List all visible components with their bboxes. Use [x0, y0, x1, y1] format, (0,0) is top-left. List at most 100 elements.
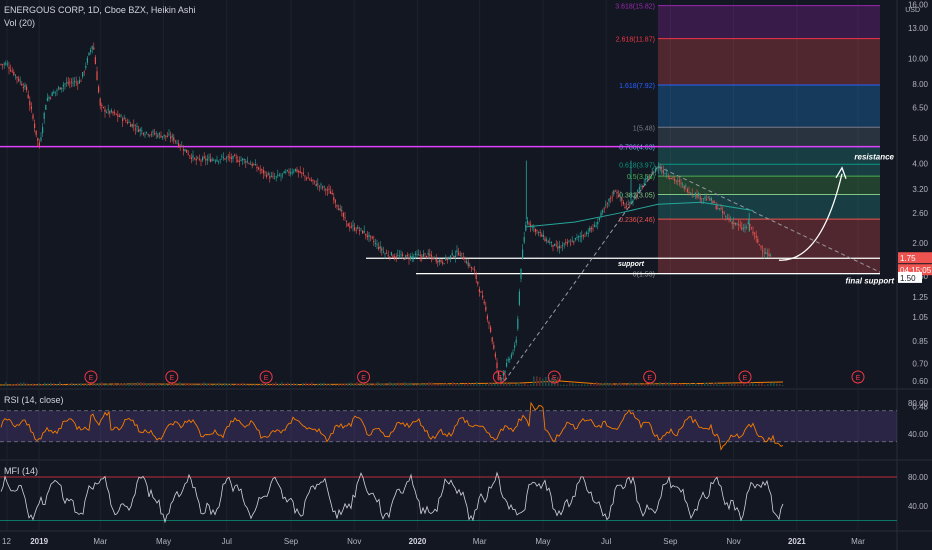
- volume-bar: [398, 382, 400, 386]
- volume-bar: [149, 383, 151, 386]
- candle-body: [448, 257, 450, 259]
- candle-body: [630, 202, 632, 203]
- volume-bar: [707, 382, 709, 386]
- volume-bar: [671, 383, 673, 386]
- volume-bar: [596, 382, 598, 386]
- volume-bar: [113, 382, 115, 386]
- candle-body: [46, 98, 48, 101]
- volume-bar: [764, 384, 766, 386]
- candle-body: [261, 169, 263, 170]
- candle-body: [322, 186, 324, 188]
- currency-label: USD: [905, 7, 920, 14]
- candle-body: [104, 109, 106, 113]
- earnings-marker-label: E: [361, 375, 366, 382]
- volume-bar: [566, 384, 568, 386]
- volume-bar: [344, 383, 346, 386]
- volume-bar: [710, 384, 712, 386]
- candle-body: [38, 142, 40, 146]
- volume-bar: [779, 383, 781, 386]
- volume-bar: [191, 384, 193, 386]
- candle-body: [669, 178, 671, 180]
- candle-body: [382, 251, 384, 253]
- candle-body: [298, 171, 300, 173]
- volume-bar: [335, 384, 337, 386]
- candle-body: [98, 86, 100, 93]
- candle-body: [515, 339, 517, 343]
- candle-body: [693, 196, 695, 197]
- candle-body: [381, 248, 383, 251]
- candle-body: [330, 191, 332, 194]
- candle-body: [58, 87, 60, 89]
- candle-body: [557, 246, 559, 249]
- candle-body: [661, 170, 663, 171]
- candle-body: [213, 159, 215, 161]
- volume-bar: [338, 384, 340, 386]
- volume-bar: [182, 384, 184, 386]
- candle-body: [562, 245, 564, 247]
- x-axis-tick-label: Sep: [663, 537, 678, 546]
- candle-body: [422, 253, 424, 257]
- candle-body: [350, 226, 352, 228]
- candle-body: [490, 327, 492, 332]
- candle-body: [26, 86, 28, 91]
- x-axis-tick-label: Sep: [284, 537, 299, 546]
- y-axis-tick-label: 5.00: [912, 134, 928, 143]
- candle-body: [514, 345, 516, 348]
- candle-body: [80, 80, 82, 82]
- volume-bar: [782, 384, 784, 386]
- volume-bar: [467, 382, 469, 386]
- candle-body: [387, 255, 389, 257]
- volume-bar: [494, 383, 496, 386]
- volume-bar: [584, 384, 586, 386]
- volume-bar: [8, 384, 10, 386]
- earnings-marker-circle: [259, 370, 273, 384]
- candle-body: [72, 82, 74, 84]
- candle-body: [203, 156, 205, 158]
- mfi-line: [0, 471, 784, 524]
- candle-body: [302, 172, 304, 174]
- candle-body: [389, 256, 391, 258]
- candle-body: [464, 261, 466, 263]
- candle-body: [744, 226, 746, 228]
- candle-body: [214, 160, 216, 162]
- volume-bar: [17, 383, 19, 386]
- candle-body: [573, 240, 575, 243]
- candle-body: [477, 281, 479, 285]
- candle-body: [45, 105, 47, 110]
- candle-body: [520, 268, 522, 279]
- candle-body: [723, 212, 725, 214]
- volume-bar: [569, 383, 571, 386]
- candle-body: [349, 226, 351, 228]
- volume-bar: [248, 384, 250, 386]
- candle-body: [728, 218, 730, 220]
- candle-body: [578, 236, 580, 238]
- volume-bar: [296, 383, 298, 386]
- candle-body: [675, 180, 677, 182]
- volume-bar: [560, 384, 562, 386]
- candle-body: [346, 220, 348, 222]
- volume-bar: [110, 384, 112, 386]
- candle-body: [754, 232, 756, 235]
- candle-body: [91, 45, 93, 49]
- candle-body: [710, 198, 712, 201]
- candle-body: [602, 210, 604, 213]
- candle-body: [667, 176, 669, 177]
- volume-bar: [128, 384, 130, 386]
- volume-bar: [230, 383, 232, 386]
- candle-body: [147, 134, 149, 136]
- candle-body: [379, 246, 381, 249]
- trend-line: [657, 165, 881, 273]
- candle-body: [493, 345, 495, 349]
- candle-body: [174, 140, 176, 142]
- volume-bar: [428, 382, 430, 386]
- candle-body: [454, 255, 456, 258]
- volume-bar: [209, 383, 211, 386]
- volume-bar: [224, 382, 226, 386]
- candle-body: [552, 245, 554, 247]
- candle-body: [176, 142, 178, 144]
- candle-body: [451, 253, 453, 256]
- candle-body: [256, 166, 258, 169]
- candle-body: [251, 163, 253, 167]
- candle-body: [627, 204, 629, 206]
